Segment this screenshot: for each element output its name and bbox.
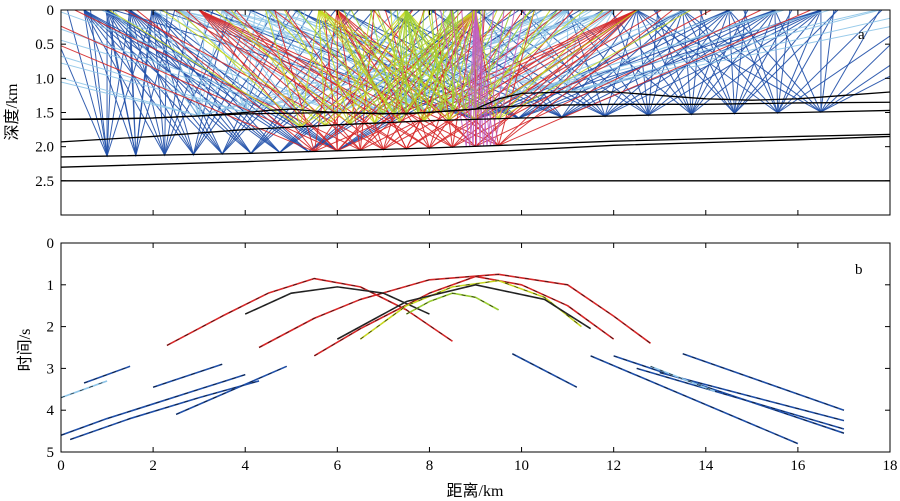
traveltime-curve-observed xyxy=(176,366,287,415)
panel-b-label: b xyxy=(855,262,863,278)
traveltime-curve xyxy=(336,283,592,340)
traveltime-curve-observed xyxy=(70,380,260,440)
traveltime-curve xyxy=(682,353,845,411)
traveltime-curve-observed xyxy=(650,366,716,392)
traveltime-curve-observed xyxy=(83,366,131,384)
panel-b-x-tick-label: 4 xyxy=(241,458,249,474)
panel-a-depth-raypaths: 0 0.5 1.0 1.5 2.0 2.5 a 深度/km xyxy=(3,3,891,216)
traveltime-curve-observed xyxy=(682,353,845,411)
traveltime-curve-observed xyxy=(337,284,591,340)
panel-b-x-tick-label: 2 xyxy=(149,458,157,474)
panel-a-ray-paths xyxy=(61,10,890,158)
panel-b-x-tick-label: 6 xyxy=(334,458,342,474)
traveltime-curve-observed xyxy=(166,278,453,346)
traveltime-curve-observed xyxy=(61,374,246,436)
panel-b-x-tick-label: 10 xyxy=(514,458,529,474)
traveltime-curve xyxy=(406,292,499,315)
panel-b-y-tick-label: 1 xyxy=(47,278,55,294)
traveltime-curve xyxy=(61,373,246,437)
interface-line xyxy=(61,109,890,143)
panel-b-y-tick-label: 0 xyxy=(47,236,55,252)
panel-b-frame xyxy=(60,242,891,453)
traveltime-curve-observed xyxy=(258,274,651,348)
panel-a-y-tick-label: 1.5 xyxy=(35,106,54,122)
traveltime-curve-observed xyxy=(153,363,223,388)
interface-line xyxy=(61,133,890,158)
panel-b-x-tick-label: 14 xyxy=(698,458,714,474)
traveltime-curve-observed xyxy=(245,286,430,315)
traveltime-curve-observed xyxy=(61,380,108,398)
panel-a-y-tick-label: 1.0 xyxy=(35,71,54,87)
traveltime-curve-observed xyxy=(590,355,799,444)
panel-b-x-tick-label: 16 xyxy=(790,458,806,474)
traveltime-curve xyxy=(636,367,845,430)
traveltime-curve-observed xyxy=(659,372,845,421)
traveltime-curve xyxy=(69,380,260,441)
panel-b-traveltime-curves xyxy=(61,273,845,445)
ray-path xyxy=(682,10,890,113)
panel-b-x-tick-label: 12 xyxy=(606,458,621,474)
panel-b-y-tick-label: 4 xyxy=(47,403,55,419)
panel-a-label: a xyxy=(858,27,865,43)
traveltime-curve-observed xyxy=(314,276,614,357)
panel-b-y-tick-label: 5 xyxy=(47,445,55,461)
traveltime-curve xyxy=(258,273,651,349)
panel-a-y-axis-title: 深度/km xyxy=(3,83,21,140)
panel-a-interfaces xyxy=(61,91,890,182)
interface-line xyxy=(61,135,890,168)
panel-a-y-tick-label: 0 xyxy=(47,3,55,19)
panel-a-ticks: 0 0.5 1.0 1.5 2.0 2.5 xyxy=(35,3,891,215)
panel-a-y-tick-label: 0.5 xyxy=(35,37,54,53)
traveltime-curve xyxy=(359,279,582,340)
traveltime-curve-observed xyxy=(406,292,499,315)
traveltime-curve-observed xyxy=(512,353,577,388)
panel-b-y-tick-label: 3 xyxy=(47,361,55,377)
panel-b-x-tick-label: 18 xyxy=(883,458,898,474)
panel-a-y-tick-label: 2.5 xyxy=(35,174,54,190)
panel-b-y-tick-label: 2 xyxy=(47,320,55,336)
panel-b-x-tick-label: 0 xyxy=(57,458,65,474)
panel-b-y-axis-title: 时间/s xyxy=(16,329,34,372)
panel-a-y-tick-label: 2.0 xyxy=(35,140,54,156)
panel-b-x-axis-title: 距离/km xyxy=(447,482,504,500)
panel-b-x-tick-label: 8 xyxy=(426,458,434,474)
interface-line xyxy=(61,101,890,120)
